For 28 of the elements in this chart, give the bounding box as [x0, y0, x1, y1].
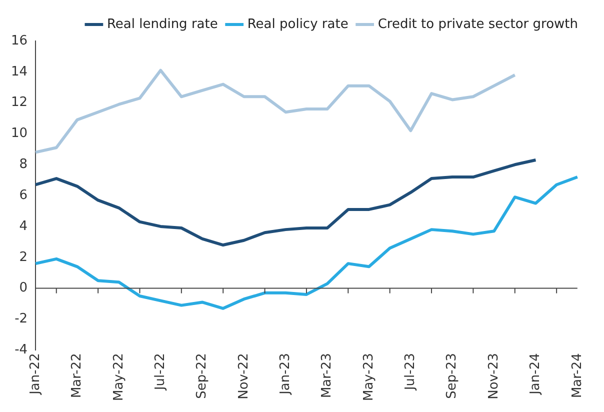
- y-tick-label: 12: [10, 95, 28, 110]
- x-tick-label: Nov-22: [236, 353, 252, 400]
- y-tick-label: 10: [10, 126, 28, 142]
- x-tick-label: Jan-24: [528, 353, 544, 396]
- legend-label: Credit to private sector growth: [378, 16, 578, 32]
- y-tick-label: -4: [14, 342, 28, 358]
- y-tick-label: -2: [14, 312, 28, 327]
- y-tick-label: 8: [19, 157, 28, 172]
- y-tick-label: 4: [19, 218, 28, 234]
- y-tick-label: 6: [19, 188, 28, 203]
- legend-label: Real lending rate: [106, 16, 218, 32]
- x-tick-label: Nov-23: [486, 353, 502, 400]
- x-tick-label: Jul-22: [152, 353, 168, 392]
- legend-label: Real policy rate: [247, 16, 348, 32]
- x-tick-label: May-22: [111, 353, 126, 402]
- x-tick-label: Sep-23: [444, 353, 460, 399]
- x-tick-label: Sep-22: [194, 353, 210, 399]
- x-tick-label: Jul-23: [403, 353, 418, 392]
- x-tick-label: Mar-23: [320, 353, 335, 398]
- y-tick-label: 14: [10, 64, 28, 80]
- x-tick-label: Jan-23: [278, 353, 294, 396]
- y-tick-label: 0: [19, 280, 28, 296]
- y-tick-label: 16: [10, 33, 28, 48]
- x-tick-label: Mar-24: [570, 353, 585, 398]
- x-tick-label: May-23: [361, 353, 376, 402]
- x-tick-label: Mar-22: [70, 353, 85, 398]
- y-tick-label: 2: [19, 250, 28, 265]
- x-tick-label: Jan-22: [28, 353, 43, 396]
